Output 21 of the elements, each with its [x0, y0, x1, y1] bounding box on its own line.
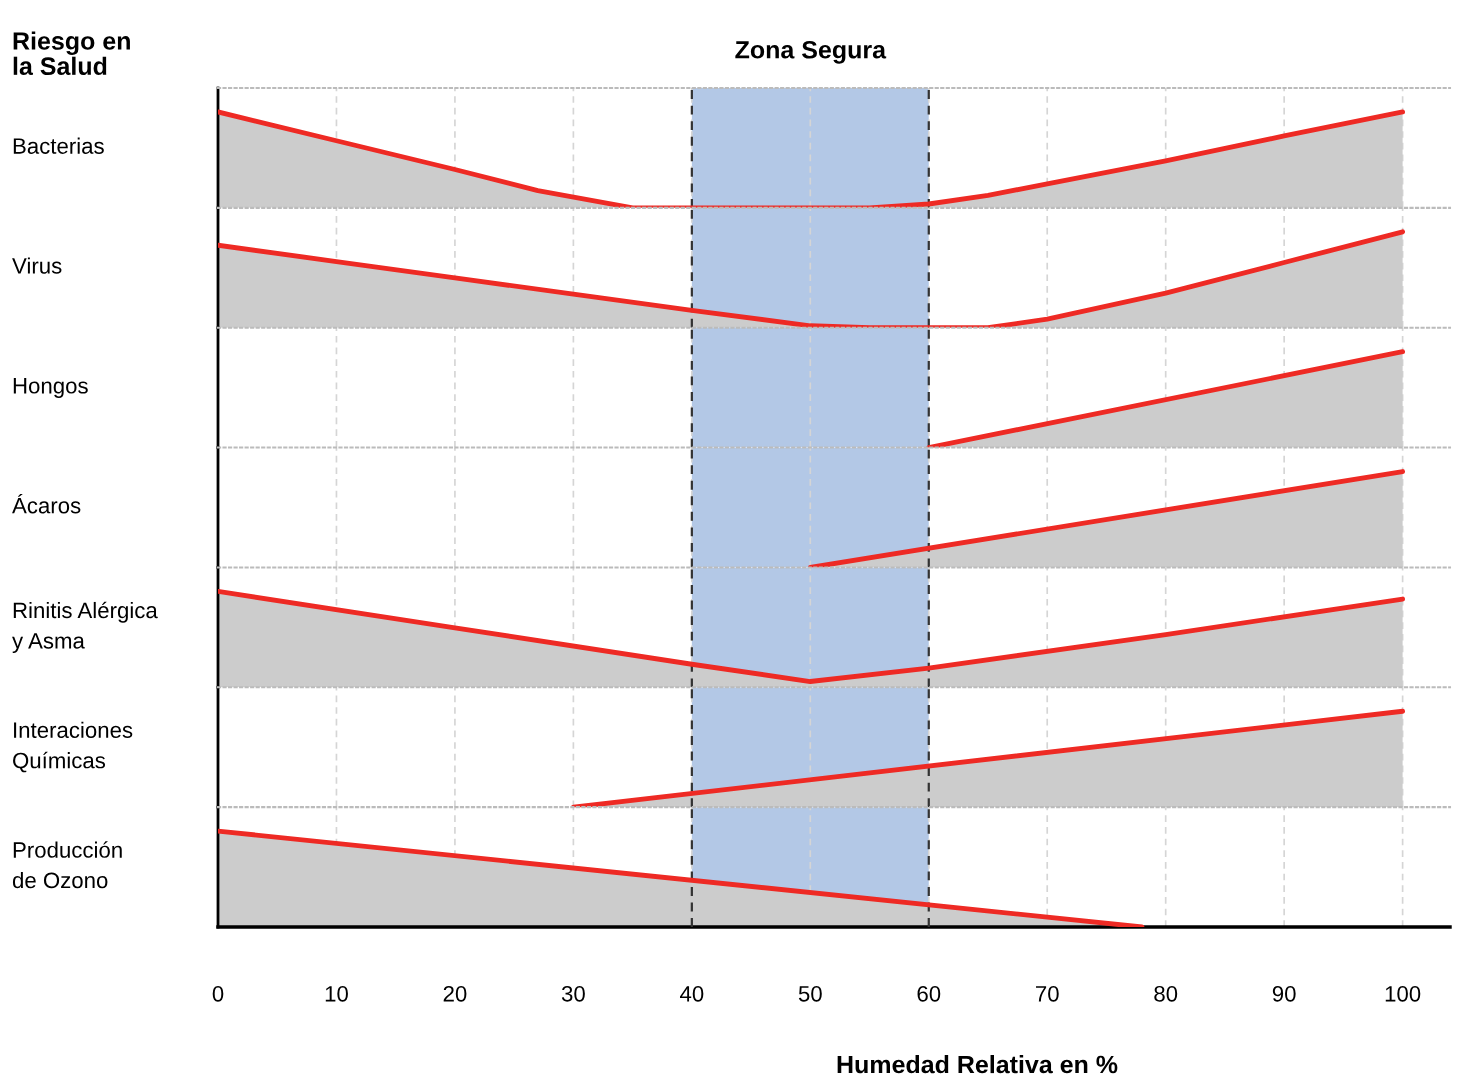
- chart-title: Riesgo en la Salud: [13, 31, 130, 76]
- y-axis-title: Interaciones Químicas: [13, 721, 133, 773]
- x-tick-label: 20: [443, 985, 467, 1002]
- x-tick-label: 60: [917, 985, 941, 1002]
- x-tick-label: 10: [325, 985, 348, 1002]
- y-axis-title: Bacterias: [13, 137, 104, 154]
- y-axis-title: Rinitis Alérgica y Asma: [12, 601, 158, 654]
- y-axis-title: Virus: [12, 257, 62, 274]
- x-tick-label: 90: [1272, 985, 1296, 1002]
- y-axis-title: Hongos: [13, 378, 88, 398]
- y-axis-title: Ácaros: [12, 493, 81, 514]
- y-axis-title: Producción de Ozono: [12, 841, 122, 889]
- x-tick-label: 50: [798, 985, 822, 1002]
- x-tick-label: 30: [561, 985, 585, 1002]
- x-tick-label: 70: [1036, 985, 1059, 1002]
- band-label: Zona Segura: [735, 40, 887, 64]
- x-axis-title: Humedad Relativa en %: [837, 1055, 1118, 1074]
- x-tick-label: 0: [212, 985, 224, 1002]
- x-tick-label: 100: [1385, 985, 1421, 1002]
- x-tick-label: 40: [680, 985, 704, 1002]
- x-tick-label: 80: [1154, 985, 1178, 1002]
